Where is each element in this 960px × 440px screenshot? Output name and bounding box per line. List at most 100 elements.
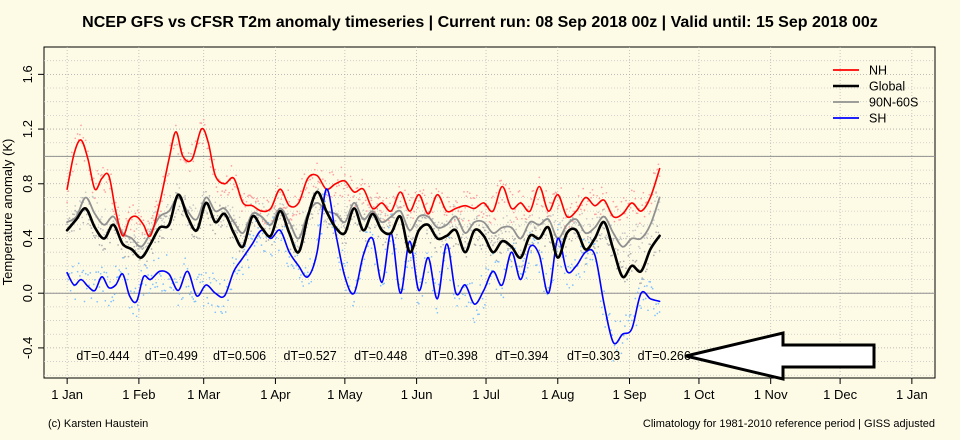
data-point	[170, 228, 173, 231]
data-point	[574, 232, 576, 235]
data-point	[301, 280, 303, 283]
data-point	[188, 206, 191, 208]
data-point	[617, 253, 619, 255]
data-point	[230, 288, 233, 291]
data-point	[85, 213, 88, 216]
data-point	[649, 210, 652, 213]
data-point	[530, 250, 533, 252]
data-point	[346, 186, 349, 189]
data-point	[76, 133, 79, 135]
data-point	[245, 221, 248, 224]
data-point	[490, 239, 493, 242]
data-point	[510, 260, 513, 263]
data-point	[127, 211, 130, 214]
data-point	[639, 222, 641, 225]
data-point	[488, 237, 491, 240]
data-point	[326, 218, 329, 220]
data-point	[128, 238, 131, 241]
data-point	[471, 204, 473, 207]
data-point	[232, 183, 235, 186]
data-point	[376, 208, 379, 210]
data-point	[567, 214, 570, 217]
gridlines	[44, 47, 935, 378]
data-point	[200, 273, 203, 276]
data-point	[106, 168, 109, 171]
data-point	[70, 271, 73, 274]
data-point	[361, 178, 364, 181]
data-point	[377, 197, 380, 200]
data-point	[629, 243, 632, 246]
data-point	[263, 206, 265, 208]
data-point	[324, 180, 327, 182]
data-point	[507, 247, 509, 250]
data-point	[92, 283, 95, 286]
data-point	[457, 285, 460, 287]
data-point	[602, 313, 604, 316]
legend-label: 90N-60S	[869, 96, 918, 110]
data-point	[235, 174, 237, 177]
data-point	[147, 228, 149, 230]
data-point	[225, 225, 228, 228]
data-point	[576, 235, 579, 238]
data-point	[127, 273, 130, 275]
data-point	[118, 218, 121, 220]
data-point	[533, 239, 536, 242]
data-point	[585, 203, 588, 206]
data-point	[217, 305, 220, 308]
data-point	[142, 294, 145, 296]
data-point	[303, 173, 306, 175]
data-point	[296, 210, 299, 213]
data-point	[317, 188, 320, 190]
data-point	[192, 160, 195, 163]
data-point	[462, 219, 464, 222]
data-point	[473, 218, 476, 221]
data-point	[604, 326, 607, 328]
data-point	[479, 244, 482, 247]
data-point	[518, 265, 521, 268]
data-point	[161, 290, 163, 292]
data-point	[576, 205, 579, 208]
data-point	[434, 247, 436, 249]
data-point	[342, 225, 345, 227]
data-point	[168, 217, 170, 220]
data-point	[494, 261, 497, 263]
data-point	[99, 272, 102, 275]
data-point	[473, 321, 476, 324]
data-point	[155, 211, 158, 213]
data-point	[153, 219, 155, 222]
y-tick-label: 0.4	[20, 229, 35, 247]
data-point	[569, 266, 572, 269]
data-point	[264, 250, 266, 253]
data-point	[544, 245, 546, 247]
data-point	[639, 247, 641, 250]
data-point	[298, 212, 301, 215]
data-point	[172, 289, 175, 291]
data-point	[87, 150, 89, 153]
data-point	[465, 195, 468, 198]
data-point	[232, 214, 235, 217]
data-point	[568, 238, 571, 241]
data-point	[457, 210, 460, 213]
data-point	[101, 173, 103, 176]
data-point	[435, 250, 438, 253]
data-point	[104, 248, 107, 250]
data-point	[150, 274, 153, 277]
data-point	[501, 199, 504, 201]
data-point	[235, 230, 237, 233]
data-point	[453, 219, 456, 222]
data-point	[640, 232, 642, 235]
data-point	[377, 213, 380, 216]
data-point	[355, 201, 358, 204]
data-point	[222, 219, 225, 222]
data-point	[151, 252, 154, 255]
data-point	[291, 214, 294, 217]
data-point	[634, 229, 637, 232]
data-point	[495, 288, 498, 291]
data-point	[250, 195, 252, 198]
data-point	[158, 235, 161, 238]
data-point	[530, 251, 533, 254]
data-point	[495, 259, 498, 262]
data-point	[111, 296, 114, 298]
data-point	[136, 241, 139, 244]
data-point	[148, 222, 151, 225]
